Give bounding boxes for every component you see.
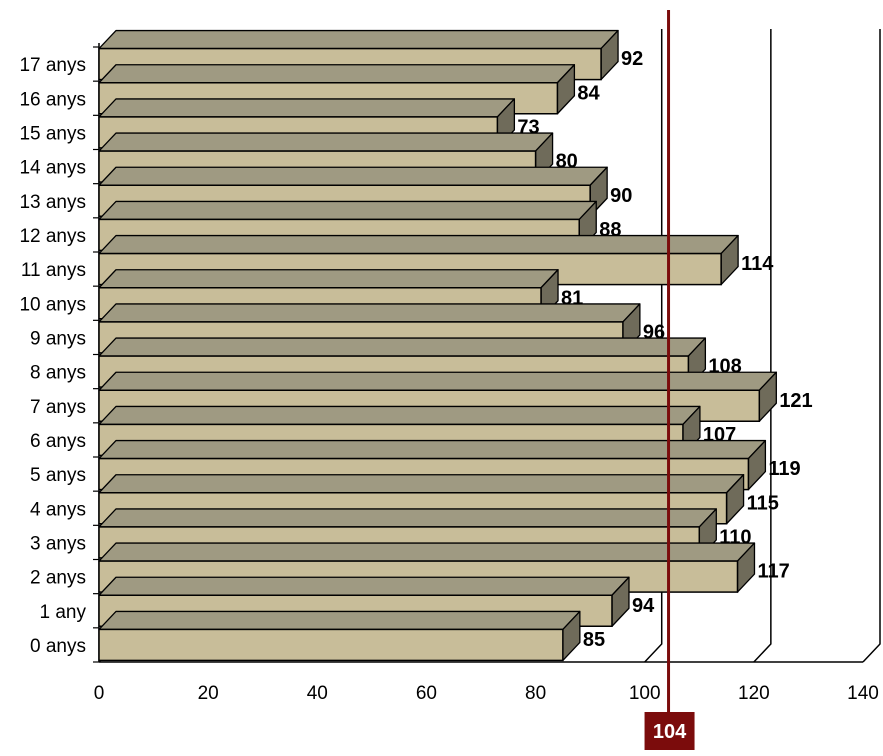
- category-label: 13 anys: [19, 192, 86, 213]
- bar-top-face: [98, 610, 581, 631]
- bar-group: 85: [98, 610, 605, 662]
- data-label: 90: [610, 185, 632, 207]
- category-label: 2 anys: [30, 568, 86, 589]
- x-tick-label: 0: [94, 683, 105, 704]
- bar: [98, 628, 564, 662]
- bar-top-face: [98, 269, 559, 289]
- bar-top-face: [98, 303, 641, 323]
- category-label: 11 anys: [21, 260, 86, 281]
- category-label: 8 anys: [30, 363, 86, 384]
- category-label: 5 anys: [30, 465, 86, 486]
- bar-top-face: [98, 439, 767, 460]
- bar-top-face: [98, 576, 630, 596]
- bar-top-face: [98, 132, 554, 152]
- gridline: [862, 29, 881, 663]
- data-label: 114: [741, 253, 774, 275]
- category-label: 1 any: [40, 602, 87, 623]
- axis-layer: 0 20 40 60 80 100 120 140 0 anys 1 any 2 anys 3 any…: [19, 43, 879, 704]
- reference-label-box: [644, 712, 695, 750]
- bar-top-face: [98, 234, 739, 255]
- x-tick-label: 140: [847, 683, 879, 704]
- category-label: 10 anys: [19, 294, 86, 315]
- bar-top-face: [98, 508, 717, 528]
- category-label: 15 anys: [19, 123, 86, 144]
- bar-top-face: [98, 98, 516, 118]
- data-label: 84: [577, 82, 600, 104]
- category-label: 3 anys: [30, 533, 86, 554]
- bar-top-face: [98, 29, 619, 50]
- bar-top-face: [98, 405, 701, 426]
- category-label: 16 anys: [19, 89, 86, 110]
- x-tick-label: 80: [525, 683, 546, 704]
- bar-top-face: [98, 542, 756, 562]
- data-label: 94: [632, 595, 655, 617]
- x-tick-label: 20: [198, 683, 219, 704]
- bar-top-face: [98, 337, 707, 357]
- x-tick-label: 40: [307, 683, 328, 704]
- data-label: 85: [583, 629, 605, 651]
- bar-top-face: [98, 200, 597, 221]
- x-tick-label: 120: [738, 683, 770, 704]
- category-label: 7 anys: [30, 397, 86, 418]
- bars-layer: 9284738090881148196108121107119115110117…: [98, 29, 813, 662]
- gridline: [753, 29, 772, 663]
- category-label: 9 anys: [30, 328, 86, 349]
- data-label: 92: [621, 48, 643, 70]
- category-label: 4 anys: [30, 499, 86, 520]
- category-label: 14 anys: [19, 158, 86, 179]
- data-label: 119: [768, 458, 800, 480]
- bar-top-face: [98, 371, 777, 391]
- x-tick-label: 100: [629, 683, 661, 704]
- gridline: [644, 29, 663, 663]
- data-label: 117: [757, 561, 789, 583]
- grid-layer: [644, 29, 881, 663]
- x-tick-label: 60: [416, 683, 437, 704]
- category-label: 12 anys: [19, 226, 86, 247]
- bar-top-face: [98, 166, 608, 186]
- category-label: 6 anys: [30, 431, 86, 452]
- data-label: 121: [779, 390, 812, 412]
- category-label: 17 anys: [19, 55, 86, 76]
- data-label: 115: [747, 492, 779, 514]
- reference-label: 104: [653, 721, 687, 743]
- reference-line-layer: 104: [644, 10, 695, 750]
- bar-top-face: [98, 64, 576, 84]
- category-label: 0 anys: [30, 636, 86, 657]
- bar-top-face: [98, 474, 745, 494]
